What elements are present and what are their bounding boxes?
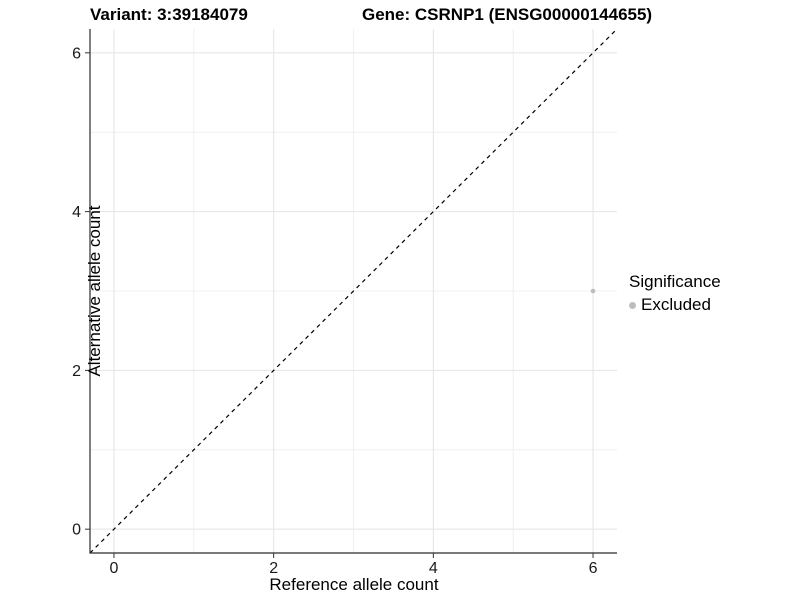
y-tick-label: 4 xyxy=(72,204,81,221)
identity-dashed-line xyxy=(89,28,618,554)
plot-title-gene: Gene: CSRNP1 (ENSG00000144655) xyxy=(362,5,653,24)
x-tick-label: 0 xyxy=(110,560,119,577)
y-axis-label: Alternative allele count xyxy=(85,205,104,377)
plot-title-variant: Variant: 3:39184079 xyxy=(90,5,248,24)
y-tick-label: 6 xyxy=(72,45,81,62)
x-tick-label: 4 xyxy=(429,560,438,577)
legend-point-icon xyxy=(629,301,636,309)
x-axis-label: Reference allele count xyxy=(269,575,439,594)
legend-title: Significance xyxy=(629,272,721,291)
legend: Significance Excluded xyxy=(629,272,721,315)
legend-item-excluded: Excluded xyxy=(629,295,721,315)
y-tick-label: 2 xyxy=(72,363,81,380)
y-tick-label: 0 xyxy=(72,522,81,539)
x-tick-label: 6 xyxy=(589,560,598,577)
x-tick-label: 2 xyxy=(269,560,278,577)
data-point xyxy=(590,288,596,294)
legend-item-label: Excluded xyxy=(641,295,711,314)
